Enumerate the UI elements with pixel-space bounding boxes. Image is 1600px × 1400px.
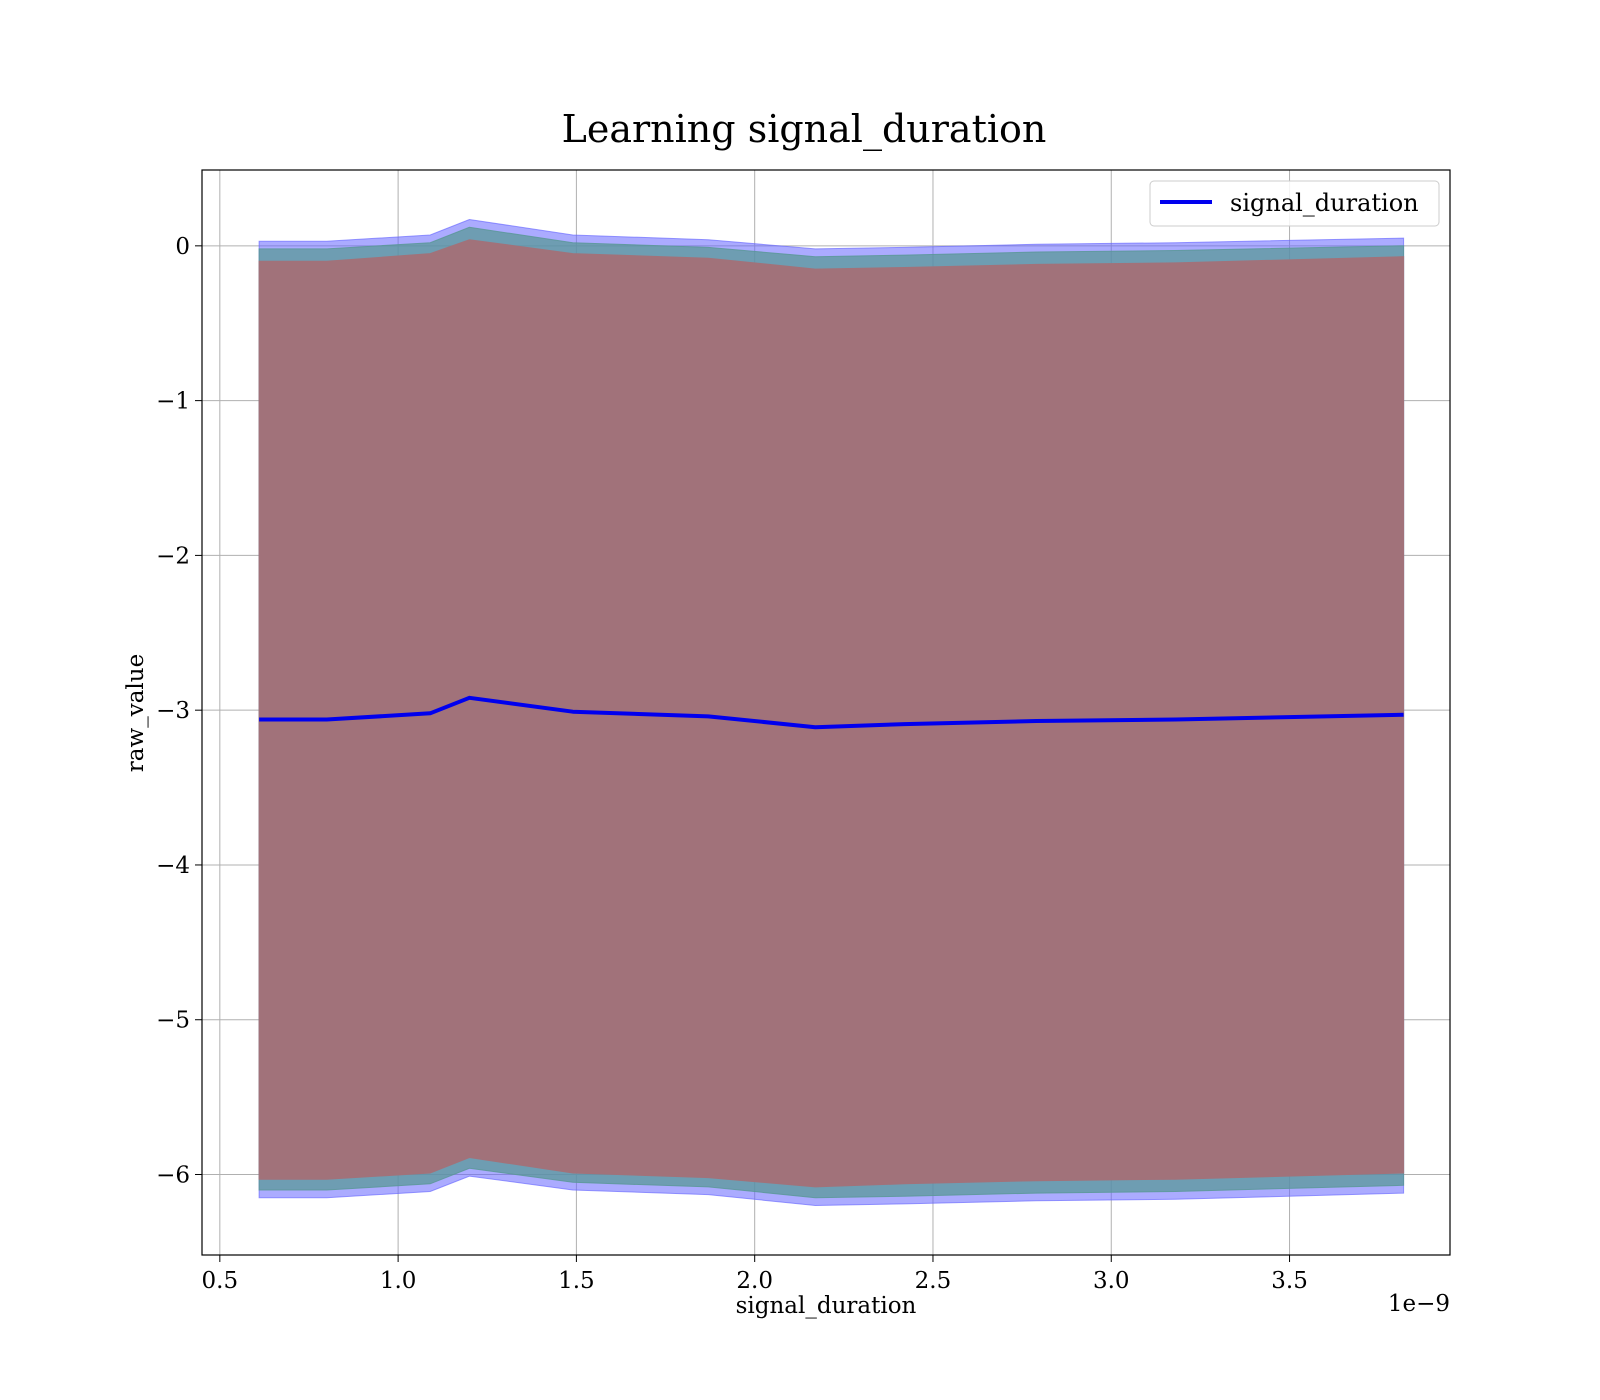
x-axis-offset-label: 1e−9	[1388, 1291, 1450, 1317]
y-axis-ticks: 0 −1 −2 −3 −4 −5 −6	[156, 234, 202, 1189]
plot-frame	[201, 169, 1451, 1256]
y-tick-label: −3	[156, 698, 190, 724]
uncertainty-bands	[258, 218, 1405, 1207]
chart-title: Learning signal_duration	[562, 107, 1047, 152]
y-tick-label: −5	[156, 1008, 190, 1034]
legend: signal_duration	[1149, 180, 1440, 227]
y-tick-label: −2	[156, 543, 190, 569]
x-tick-label: 3.5	[1271, 1268, 1308, 1294]
y-tick-label: −6	[156, 1163, 190, 1189]
x-tick-label: 2.5	[915, 1268, 952, 1294]
series-line	[259, 695, 1404, 730]
y-axis-label: raw_value	[123, 654, 149, 772]
y-tick-label: −4	[156, 853, 190, 879]
x-tick-label: 0.5	[202, 1268, 239, 1294]
series-lines	[259, 695, 1404, 730]
x-axis-label: signal_duration	[736, 1293, 917, 1319]
legend-label: signal_duration	[1230, 189, 1419, 217]
legend-box	[1149, 180, 1440, 227]
x-tick-label: 2.0	[736, 1268, 773, 1294]
y-tick-label: −1	[156, 389, 190, 415]
x-tick-label: 1.0	[380, 1268, 417, 1294]
y-tick-label: 0	[175, 234, 190, 260]
x-axis-ticks: 0.5 1.0 1.5 2.0 2.5 3.0 3.5	[202, 1255, 1308, 1294]
x-tick-label: 1.5	[558, 1268, 595, 1294]
x-tick-label: 3.0	[1093, 1268, 1130, 1294]
uncertainty-band	[258, 239, 1405, 1188]
